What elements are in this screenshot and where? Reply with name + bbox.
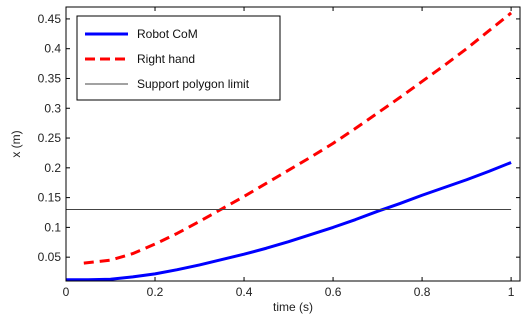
legend: Robot CoM Right hand Support polygon limit xyxy=(76,15,281,101)
y-tick-label: 0.2 xyxy=(44,161,61,175)
x-axis-label: time (s) xyxy=(273,300,313,314)
y-tick-label: 0.45 xyxy=(38,12,62,26)
y-tick-label: 0.3 xyxy=(44,101,61,115)
y-tick-label: 0.1 xyxy=(44,220,61,234)
x-tick-label: 0.4 xyxy=(236,285,253,299)
x-tick-label: 1 xyxy=(508,285,515,299)
y-tick-label: 0.05 xyxy=(38,250,62,264)
legend-label: Right hand xyxy=(137,52,195,66)
y-tick-label: 0.25 xyxy=(38,131,62,145)
plot-frame xyxy=(65,6,521,282)
y-axis-label: x (m) xyxy=(9,130,23,157)
series-layer xyxy=(66,11,513,281)
legend-label: Robot CoM xyxy=(137,27,198,41)
y-tick-label: 0.35 xyxy=(38,71,62,85)
legend-box xyxy=(76,15,281,101)
x-tick-label: 0 xyxy=(63,285,70,299)
legend-label: Support polygon limit xyxy=(137,77,250,91)
x-tick-label: 0.6 xyxy=(325,285,342,299)
y-tick-label: 0.4 xyxy=(44,42,61,56)
x-tick-label: 0.2 xyxy=(147,285,164,299)
y-tick-label: 0.15 xyxy=(38,191,62,205)
series-line-robot-com xyxy=(66,161,512,281)
axes-layer: 0 0.2 0.4 0.6 0.8 1 0.05 0.1 0.15 0.2 0.25 0.3 0.35 0… xyxy=(9,6,521,314)
x-tick-label: 0.8 xyxy=(414,285,431,299)
